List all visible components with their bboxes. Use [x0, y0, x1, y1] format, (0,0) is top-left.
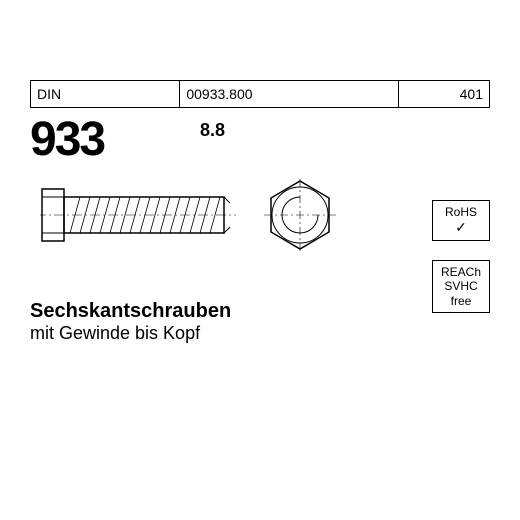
- reach-line1: REACh: [435, 265, 487, 279]
- header-standard: DIN: [31, 81, 180, 107]
- bolt-side-view: [40, 175, 240, 255]
- description-subtitle: mit Gewinde bis Kopf: [30, 323, 231, 344]
- description-title: Sechskantschrauben: [30, 300, 231, 323]
- reach-line2: SVHC: [435, 279, 487, 293]
- reach-line3: free: [435, 294, 487, 308]
- din-number: 933: [30, 112, 104, 167]
- header-ref: 401: [399, 81, 489, 107]
- rohs-badge: RoHS ✓: [432, 200, 490, 241]
- description: Sechskantschrauben mit Gewinde bis Kopf: [30, 300, 231, 344]
- reach-badge: REACh SVHC free: [432, 260, 490, 313]
- check-icon: ✓: [435, 219, 487, 236]
- datasheet-canvas: DIN 00933.800 401 933 8.8: [0, 80, 520, 440]
- bolt-end-view: [260, 175, 340, 255]
- rohs-label: RoHS: [435, 205, 487, 219]
- strength-grade: 8.8: [200, 120, 225, 141]
- header-code: 00933.800: [180, 81, 399, 107]
- header-table: DIN 00933.800 401: [30, 80, 490, 108]
